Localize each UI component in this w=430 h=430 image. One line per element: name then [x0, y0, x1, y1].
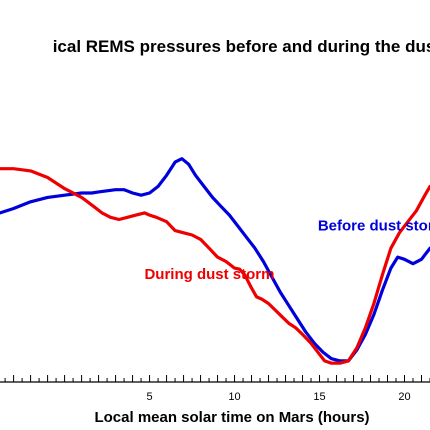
x-tick-label: 15 [313, 391, 325, 403]
series-line-1 [0, 157, 430, 363]
plot-area [0, 157, 430, 365]
chart-title: ical REMS pressures before and during th… [53, 37, 430, 56]
x-tick-label: 5 [147, 391, 153, 403]
series-line-2 [0, 167, 430, 365]
annotations: Before dust storm During dust storm [144, 218, 430, 284]
x-axis-label: Local mean solar time on Mars (hours) [94, 409, 369, 426]
x-axis: 5 10 15 20 [0, 375, 430, 403]
x-tick-label: 10 [228, 391, 240, 403]
x-tick-label: 20 [398, 391, 410, 403]
annotation-1: Before dust storm [318, 218, 430, 235]
annotation-2: During dust storm [144, 266, 274, 283]
